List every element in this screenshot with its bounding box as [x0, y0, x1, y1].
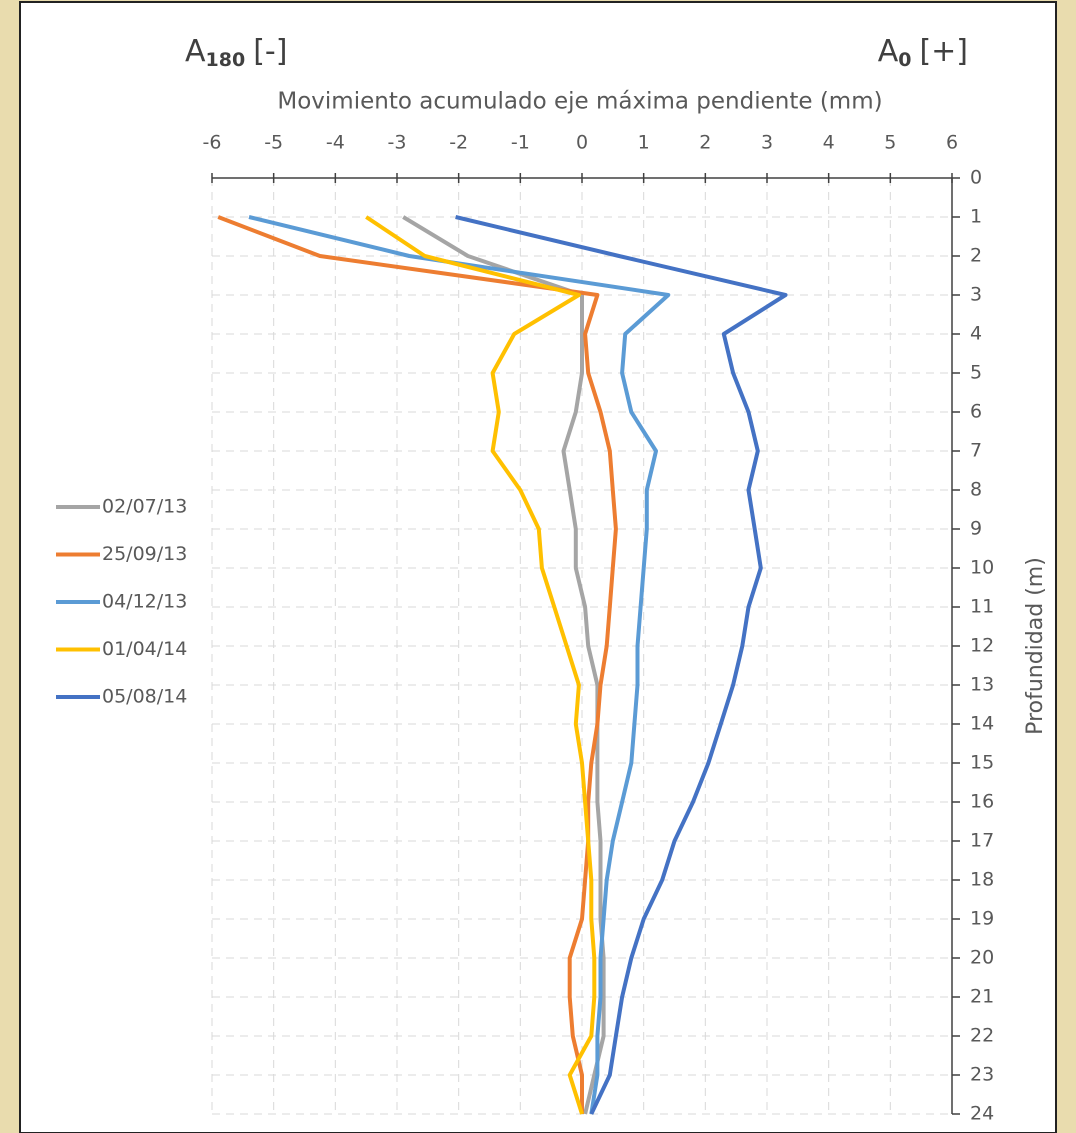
y-tick-label: 5	[970, 362, 982, 384]
x-axis-title: Movimiento acumulado eje máxima pendient…	[277, 89, 882, 115]
y-tick-label: 18	[970, 869, 994, 891]
annotation-text: A	[878, 34, 899, 69]
x-tick-label: -1	[511, 132, 530, 154]
y-tick-label: 17	[970, 830, 994, 852]
y-tick-label: 8	[970, 479, 982, 501]
legend-label: 02/07/13	[102, 496, 187, 518]
y-tick-label: 7	[970, 440, 982, 462]
y-tick-label: 23	[970, 1064, 994, 1086]
y-tick-label: 6	[970, 401, 982, 423]
y-tick-label: 9	[970, 518, 982, 540]
annotation-sub: 0	[898, 49, 911, 71]
y-tick-label: 22	[970, 1025, 994, 1047]
legend-label: 25/09/13	[102, 543, 187, 565]
y-tick-label: 2	[970, 245, 982, 267]
y-tick-label: 10	[970, 557, 994, 579]
y-tick-label: 16	[970, 791, 994, 813]
x-tick-label: 6	[946, 132, 958, 154]
y-tick-label: 15	[970, 752, 994, 774]
x-tick-label: 2	[699, 132, 711, 154]
x-tick-label: -2	[449, 132, 468, 154]
chart: Movimiento acumulado eje máxima pendient…	[0, 0, 1076, 1133]
y-tick-label: 3	[970, 284, 982, 306]
y-tick-label: 24	[970, 1103, 994, 1125]
x-tick-label: -5	[264, 132, 283, 154]
x-tick-label: 4	[823, 132, 835, 154]
y-tick-label: 14	[970, 713, 994, 735]
legend-label: 01/04/14	[102, 638, 187, 660]
annotation: A0 [+]	[878, 34, 968, 71]
x-tick-label: -4	[326, 132, 345, 154]
x-tick-label: 3	[761, 132, 773, 154]
y-tick-label: 4	[970, 323, 982, 345]
y-tick-label: 12	[970, 635, 994, 657]
y-tick-label: 11	[970, 596, 994, 618]
x-tick-label: -3	[388, 132, 407, 154]
x-tick-label: 1	[638, 132, 650, 154]
legend-label: 05/08/14	[102, 686, 187, 708]
y-tick-label: 0	[970, 167, 982, 189]
annotation-sub: 180	[206, 49, 246, 71]
x-tick-label: -6	[203, 132, 222, 154]
y-tick-label: 19	[970, 908, 994, 930]
annotation-suffix: [+]	[919, 34, 968, 69]
page: {"chart_data": { "type": "line", "orient…	[0, 0, 1076, 1133]
annotation-suffix: [-]	[253, 34, 287, 69]
annotation-text: A	[185, 34, 206, 69]
x-tick-label: 0	[576, 132, 588, 154]
y-axis-title: Profundidad (m)	[1023, 557, 1048, 735]
legend-label: 04/12/13	[102, 591, 187, 613]
y-tick-label: 20	[970, 947, 994, 969]
y-tick-label: 13	[970, 674, 994, 696]
x-tick-label: 5	[884, 132, 896, 154]
y-tick-label: 1	[970, 206, 982, 228]
y-tick-label: 21	[970, 986, 994, 1008]
